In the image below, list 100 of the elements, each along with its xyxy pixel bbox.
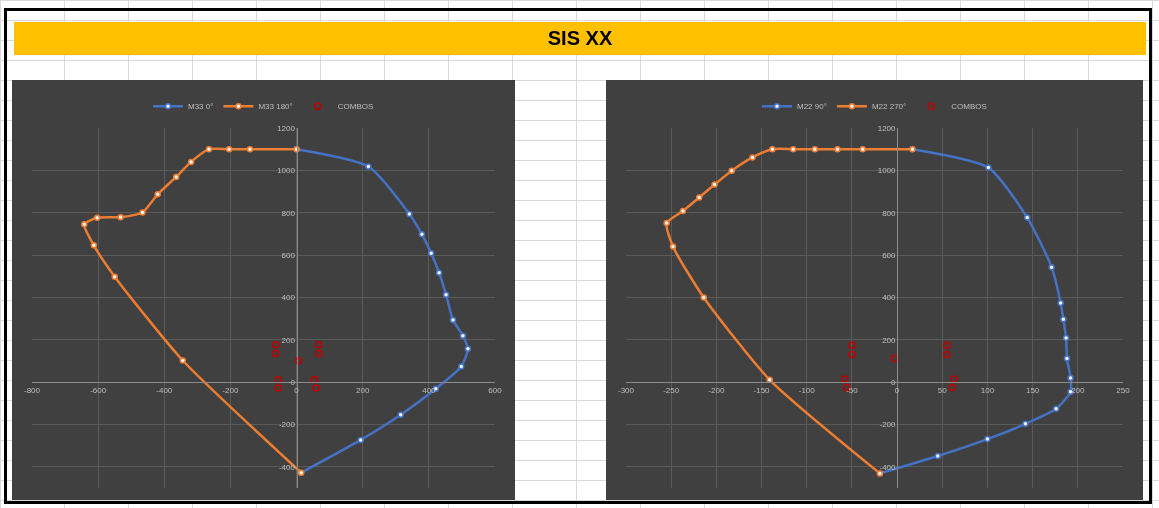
legend-label: M33 180°	[258, 102, 293, 112]
point	[789, 145, 797, 153]
point	[154, 191, 161, 198]
point	[111, 273, 118, 280]
point	[769, 145, 776, 153]
text: SIS XX	[14, 22, 1146, 55]
point	[984, 435, 991, 443]
point	[943, 341, 951, 350]
point	[834, 145, 841, 153]
point	[985, 164, 992, 171]
x-tick-label: 100	[980, 385, 995, 395]
x-tick-label: 250	[1116, 385, 1131, 395]
y-tick-label: 600	[882, 250, 897, 260]
point	[274, 375, 283, 384]
x-tick-label: -800	[23, 385, 41, 395]
point	[187, 158, 195, 166]
point	[695, 194, 703, 201]
point	[950, 375, 958, 383]
y-tick-label: 0	[290, 377, 296, 387]
y-tick-label: 800	[281, 208, 296, 218]
point	[312, 384, 320, 392]
point	[442, 291, 450, 298]
y-tick-label: 200	[281, 335, 296, 345]
x-tick-label: -50	[846, 385, 859, 395]
point	[934, 452, 941, 460]
y-tick-label: -400	[278, 462, 296, 472]
point	[397, 411, 404, 418]
x-tick-label: -100	[798, 385, 816, 395]
point	[728, 167, 735, 175]
legend-label: COMBOS	[951, 102, 987, 112]
point	[357, 436, 364, 444]
point	[246, 145, 254, 153]
x-tick-label: -600	[90, 385, 107, 395]
point	[406, 210, 413, 218]
y-tick-label: 200	[882, 335, 897, 345]
point	[859, 145, 866, 153]
point	[459, 332, 467, 339]
x-tick-label: -250	[663, 385, 680, 395]
point	[811, 145, 819, 153]
y-tick-label: 1000	[877, 166, 897, 176]
y-tick-label: 800	[882, 208, 897, 218]
x-tick-label: -150	[753, 385, 771, 395]
x-tick-label: -400	[156, 385, 173, 395]
point	[458, 363, 465, 370]
point	[205, 145, 213, 153]
point	[271, 341, 280, 349]
point	[1023, 214, 1031, 221]
point	[117, 213, 124, 221]
legend-label: M22 270°	[871, 102, 907, 112]
point	[139, 209, 146, 216]
point	[427, 249, 435, 257]
y-tick-label: 400	[882, 293, 897, 303]
x-tick-label: 150	[1025, 385, 1040, 395]
point	[848, 350, 856, 359]
x-tick-label: 50	[937, 385, 948, 395]
point	[179, 357, 187, 364]
point	[749, 154, 756, 161]
y-tick-label: 400	[281, 293, 296, 303]
legend-label: COMBOS	[337, 102, 374, 112]
point	[435, 269, 443, 277]
point	[890, 354, 899, 363]
point	[663, 219, 670, 227]
point	[1022, 420, 1029, 428]
y-tick-label: 600	[281, 250, 296, 260]
point	[711, 181, 718, 188]
x-tick-label: 600	[488, 385, 503, 395]
point	[81, 221, 88, 228]
point	[1057, 299, 1064, 307]
point	[1062, 334, 1070, 342]
point	[1048, 263, 1055, 271]
x-tick-label: -200	[222, 385, 239, 395]
y-tick-label: -400	[879, 462, 897, 472]
point	[274, 384, 283, 392]
point	[271, 349, 280, 358]
point	[1052, 405, 1060, 413]
legend-label: M22 90°	[797, 102, 827, 112]
point	[1060, 315, 1067, 323]
legend-label: M33 0°	[188, 102, 214, 112]
x-tick-label: -200	[708, 385, 725, 395]
point	[700, 294, 707, 301]
point	[464, 345, 472, 353]
point	[669, 243, 677, 250]
point	[314, 349, 323, 358]
point	[1063, 355, 1071, 362]
y-tick-label: -200	[879, 420, 897, 430]
point	[93, 214, 101, 222]
point	[679, 207, 687, 215]
point	[418, 231, 426, 238]
x-tick-label: -300	[617, 385, 635, 395]
x-tick-label: 200	[356, 385, 370, 395]
point	[172, 173, 180, 181]
y-tick-label: 1200	[277, 123, 296, 133]
point	[943, 350, 951, 359]
point	[840, 375, 849, 383]
point	[948, 383, 956, 392]
point	[449, 316, 457, 324]
point	[294, 356, 303, 365]
y-tick-label: 1200	[877, 123, 897, 133]
point	[1067, 374, 1074, 382]
y-tick-label: -200	[278, 420, 296, 430]
